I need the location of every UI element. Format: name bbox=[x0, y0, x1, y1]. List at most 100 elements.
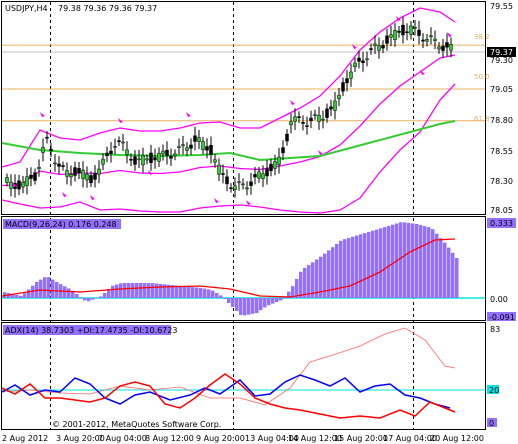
macd-histogram-bar bbox=[71, 290, 75, 298]
macd-histogram-bar bbox=[347, 237, 351, 298]
macd-histogram-bar bbox=[79, 297, 83, 298]
candle-body bbox=[25, 176, 29, 186]
candle-body bbox=[297, 116, 301, 118]
macd-histogram-bar bbox=[327, 250, 331, 298]
macd-histogram-bar bbox=[419, 225, 423, 298]
adx-panel-frame bbox=[1, 322, 486, 430]
macd-histogram-bar bbox=[451, 252, 455, 298]
candle-body bbox=[37, 167, 41, 170]
macd-histogram-bar bbox=[359, 234, 363, 298]
moving-average-line bbox=[1, 120, 456, 162]
candle-body bbox=[129, 158, 133, 161]
adx-bottom-badge bbox=[487, 418, 497, 427]
macd-histogram-bar bbox=[159, 283, 163, 298]
time-axis-label: 15 Aug 20:00 bbox=[334, 434, 388, 443]
candle-body bbox=[33, 172, 37, 181]
time-axis-label: 9 Aug 20:00 bbox=[196, 434, 245, 443]
candle-body bbox=[73, 167, 77, 176]
adx-scale-top: 83 bbox=[490, 325, 500, 334]
fractal-arrow-marker bbox=[420, 70, 425, 75]
macd-histogram-bar bbox=[415, 224, 419, 298]
adx-layer bbox=[1, 327, 485, 419]
macd-histogram-bar bbox=[83, 298, 87, 301]
macd-histogram-bar bbox=[39, 279, 43, 298]
macd-histogram-bar bbox=[107, 289, 111, 298]
price-scale-label: 78.55 bbox=[490, 147, 513, 156]
macd-histogram-bar bbox=[367, 231, 371, 298]
fractal-arrow-marker bbox=[62, 192, 67, 197]
candle-body bbox=[437, 46, 441, 50]
macd-histogram-bar bbox=[315, 259, 319, 298]
candle-body bbox=[445, 42, 449, 48]
macd-histogram-bar bbox=[195, 287, 199, 298]
time-axis-label: 13 Aug 04:00 bbox=[245, 434, 299, 443]
macd-histogram-bar bbox=[19, 295, 23, 298]
symbol-label: USDJPY,H4 bbox=[5, 4, 48, 13]
macd-histogram-bar bbox=[111, 285, 115, 298]
adx-level-badge bbox=[487, 385, 499, 394]
macd-histogram-bar bbox=[439, 238, 443, 298]
macd-histogram-bar bbox=[47, 277, 51, 298]
candle-body bbox=[397, 30, 401, 33]
candle-body bbox=[237, 181, 241, 184]
macd-histogram-bar bbox=[163, 284, 167, 298]
fractal-arrow-marker bbox=[118, 118, 123, 123]
price-scale-label: 79.30 bbox=[490, 56, 513, 65]
macd-histogram-bar bbox=[291, 286, 295, 298]
candle-body bbox=[49, 149, 53, 152]
fib-label-61: 61.8 bbox=[474, 115, 490, 123]
macd-histogram-bar bbox=[411, 223, 415, 298]
macd-histogram-bar bbox=[271, 298, 275, 304]
macd-histogram-bar bbox=[143, 283, 147, 298]
adx-title-bg bbox=[3, 325, 171, 335]
candle-body bbox=[197, 137, 201, 142]
candle-body bbox=[281, 147, 285, 154]
candle-body bbox=[361, 60, 365, 63]
macd-histogram-bar bbox=[443, 242, 447, 298]
candle-body bbox=[417, 29, 421, 36]
candle-body bbox=[365, 58, 369, 61]
candle-body bbox=[61, 165, 65, 167]
price-scale-label: 79.55 bbox=[490, 2, 513, 11]
macd-histogram-bar bbox=[303, 267, 307, 298]
candle-body bbox=[449, 44, 453, 51]
candle-body bbox=[45, 136, 49, 139]
price-scale: 79.55 79.30 79.05 78.80 78.55 78.30 78.0… bbox=[490, 2, 513, 215]
fractal-arrow-marker bbox=[290, 100, 295, 105]
candle-body bbox=[321, 118, 325, 121]
macd-histogram-bar bbox=[287, 291, 291, 298]
macd-histogram-bar bbox=[335, 244, 339, 298]
macd-histogram-bar bbox=[255, 298, 259, 313]
fib-label-38: 38.2 bbox=[474, 33, 490, 41]
price-scale-label: 78.80 bbox=[490, 116, 513, 125]
macd-histogram-bar bbox=[403, 222, 407, 298]
macd-histogram-bar bbox=[307, 265, 311, 298]
candle-body bbox=[241, 183, 245, 186]
macd-histogram-bar bbox=[27, 289, 31, 298]
fractal-arrow-marker bbox=[186, 112, 191, 117]
candle-body bbox=[85, 173, 89, 181]
macd-histogram-bar bbox=[119, 283, 123, 298]
macd-histogram-bar bbox=[371, 230, 375, 298]
macd-histogram-bar bbox=[95, 298, 99, 299]
macd-histogram-bar bbox=[43, 277, 47, 298]
candle-body bbox=[173, 153, 177, 157]
macd-histogram-bar bbox=[435, 233, 439, 298]
macd-histogram-bar bbox=[87, 298, 91, 302]
candle-body bbox=[9, 181, 13, 189]
candle-body bbox=[261, 173, 265, 179]
macd-histogram-bar bbox=[139, 283, 143, 298]
candle-body bbox=[385, 35, 389, 44]
fractal-arrow-marker bbox=[12, 182, 17, 187]
macd-histogram-bar bbox=[147, 283, 151, 298]
candle-body bbox=[169, 155, 173, 159]
macd-histogram-bar bbox=[379, 228, 383, 298]
candle-body bbox=[353, 62, 357, 68]
macd-histogram-bar bbox=[447, 247, 451, 298]
candle-body bbox=[189, 144, 193, 149]
macd-histogram-bar bbox=[227, 298, 231, 303]
macd-histogram-bar bbox=[455, 258, 459, 298]
candle-body bbox=[405, 31, 409, 33]
candle-body bbox=[317, 114, 321, 122]
